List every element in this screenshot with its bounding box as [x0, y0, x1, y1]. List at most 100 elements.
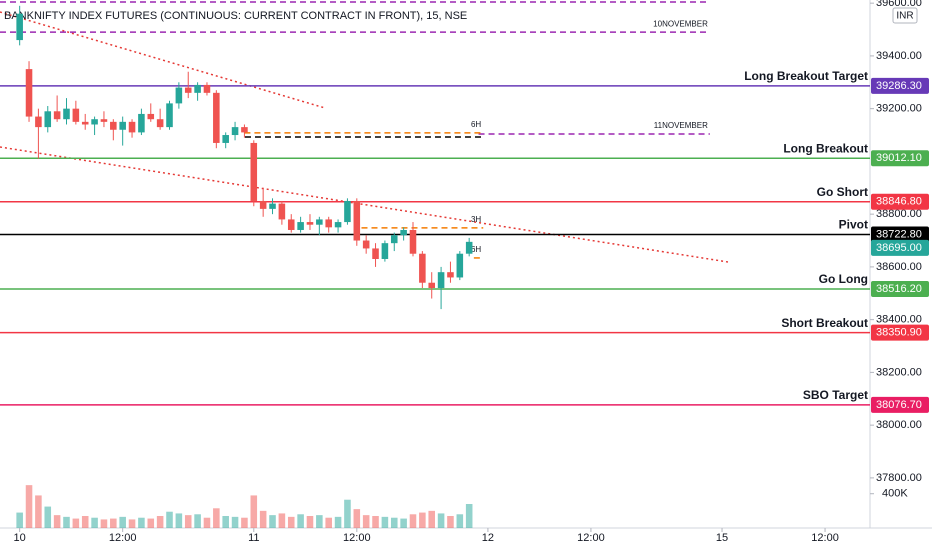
price-label: 38722.80 [876, 228, 922, 240]
candle-body [306, 222, 314, 225]
candle-body [63, 108, 70, 120]
volume-bar [456, 514, 464, 528]
volume-bar [175, 513, 183, 528]
candle-body [250, 142, 258, 201]
volume-bar [110, 518, 117, 528]
volume-bar [353, 509, 361, 528]
y-tick-label: 39400.00 [876, 50, 922, 62]
last-price-box [871, 239, 929, 256]
volume-bar [100, 519, 108, 528]
candle-body [194, 84, 201, 93]
x-tick-label: 12 [482, 532, 494, 544]
price-label: 38846.80 [876, 196, 922, 208]
dashed-line-label: 3H [471, 215, 481, 224]
candle-body [372, 248, 379, 259]
candle-body [297, 222, 304, 230]
candle-body [44, 111, 52, 128]
volume-bar [381, 516, 389, 528]
candle-body [128, 121, 136, 133]
volume-bar [35, 495, 42, 528]
volume-bar [269, 515, 276, 528]
y-tick-label: 38000.00 [876, 419, 922, 431]
level-name: Pivot [839, 218, 868, 232]
volume-bar [166, 511, 173, 528]
candle-body [278, 203, 286, 220]
y-tick-label: 39600.00 [876, 0, 922, 9]
candle-body [419, 253, 426, 283]
candle-body [184, 87, 192, 93]
candle-body [213, 92, 220, 143]
candle-body [222, 135, 229, 143]
dashed-line-label: 6H [471, 245, 481, 254]
volume-bar [203, 517, 211, 528]
level-name: Long Breakout [783, 141, 868, 155]
candle-body [72, 108, 80, 122]
level-name: Long Breakout Target [744, 69, 868, 83]
candle-body [231, 127, 239, 136]
dashed-line-label: 10NOVEMBER [653, 19, 708, 28]
candle-body [16, 13, 23, 41]
volume-bar [241, 517, 248, 528]
volume-bar [231, 516, 239, 528]
candle-body [456, 253, 464, 278]
price-label-box [871, 281, 929, 298]
volume-bar [334, 516, 342, 528]
level-name: SBO Target [803, 388, 868, 402]
candle-body [175, 87, 183, 104]
volume-bar [213, 508, 220, 528]
volume-bar [306, 516, 314, 528]
volume-bar [119, 516, 126, 528]
volume-bar [447, 516, 454, 528]
candle-body [428, 282, 435, 288]
price-label-box [871, 193, 929, 210]
volume-bar [437, 513, 445, 528]
x-tick-label: 12:00 [577, 532, 605, 544]
trend-line [0, 11, 326, 109]
volume-bar [16, 512, 23, 528]
price-label-box [871, 396, 929, 413]
candle-body [166, 103, 173, 128]
candle-body [409, 229, 417, 254]
volume-bar [428, 510, 435, 528]
candle-body [259, 200, 267, 209]
y-tick-label: 38800.00 [876, 208, 922, 220]
volume-bar [409, 514, 417, 528]
volume-bar [44, 506, 52, 528]
level-name: Short Breakout [781, 316, 868, 330]
volume-bar [325, 517, 332, 528]
x-tick-label: 12:00 [109, 532, 137, 544]
last-price-label: 38695.00 [876, 242, 922, 254]
candle-body [269, 203, 276, 209]
dashed-line-label: 11NOVEMBER [654, 121, 708, 130]
price-label: 38350.90 [876, 327, 922, 339]
volume-bar [278, 513, 286, 528]
x-tick-label: 12:00 [343, 532, 371, 544]
volume-bar [91, 517, 98, 528]
volume-bar [419, 512, 426, 528]
candle-body [147, 113, 155, 120]
y-tick-label: 38200.00 [876, 366, 922, 378]
price-label: 39286.30 [876, 80, 922, 92]
candle-body [156, 119, 164, 128]
price-label-box [871, 226, 929, 243]
volume-bar [372, 516, 379, 528]
candle-body [390, 235, 398, 244]
volume-bar [156, 516, 164, 528]
volume-bar [53, 515, 61, 528]
candle-body [35, 116, 42, 128]
volume-bar [316, 515, 323, 528]
candle-body [353, 200, 361, 241]
level-name: Go Long [819, 272, 868, 286]
candle-body [447, 272, 454, 278]
volume-bar [250, 495, 258, 528]
x-tick-label: 10 [14, 532, 26, 544]
volume-bar [390, 517, 398, 528]
candle-body [334, 222, 342, 228]
volume-bar [362, 515, 370, 528]
volume-bar [184, 515, 192, 528]
volume-bar [128, 519, 136, 528]
price-label: 39012.10 [876, 152, 922, 164]
candle-body [100, 119, 108, 122]
price-label: 38516.20 [876, 283, 922, 295]
